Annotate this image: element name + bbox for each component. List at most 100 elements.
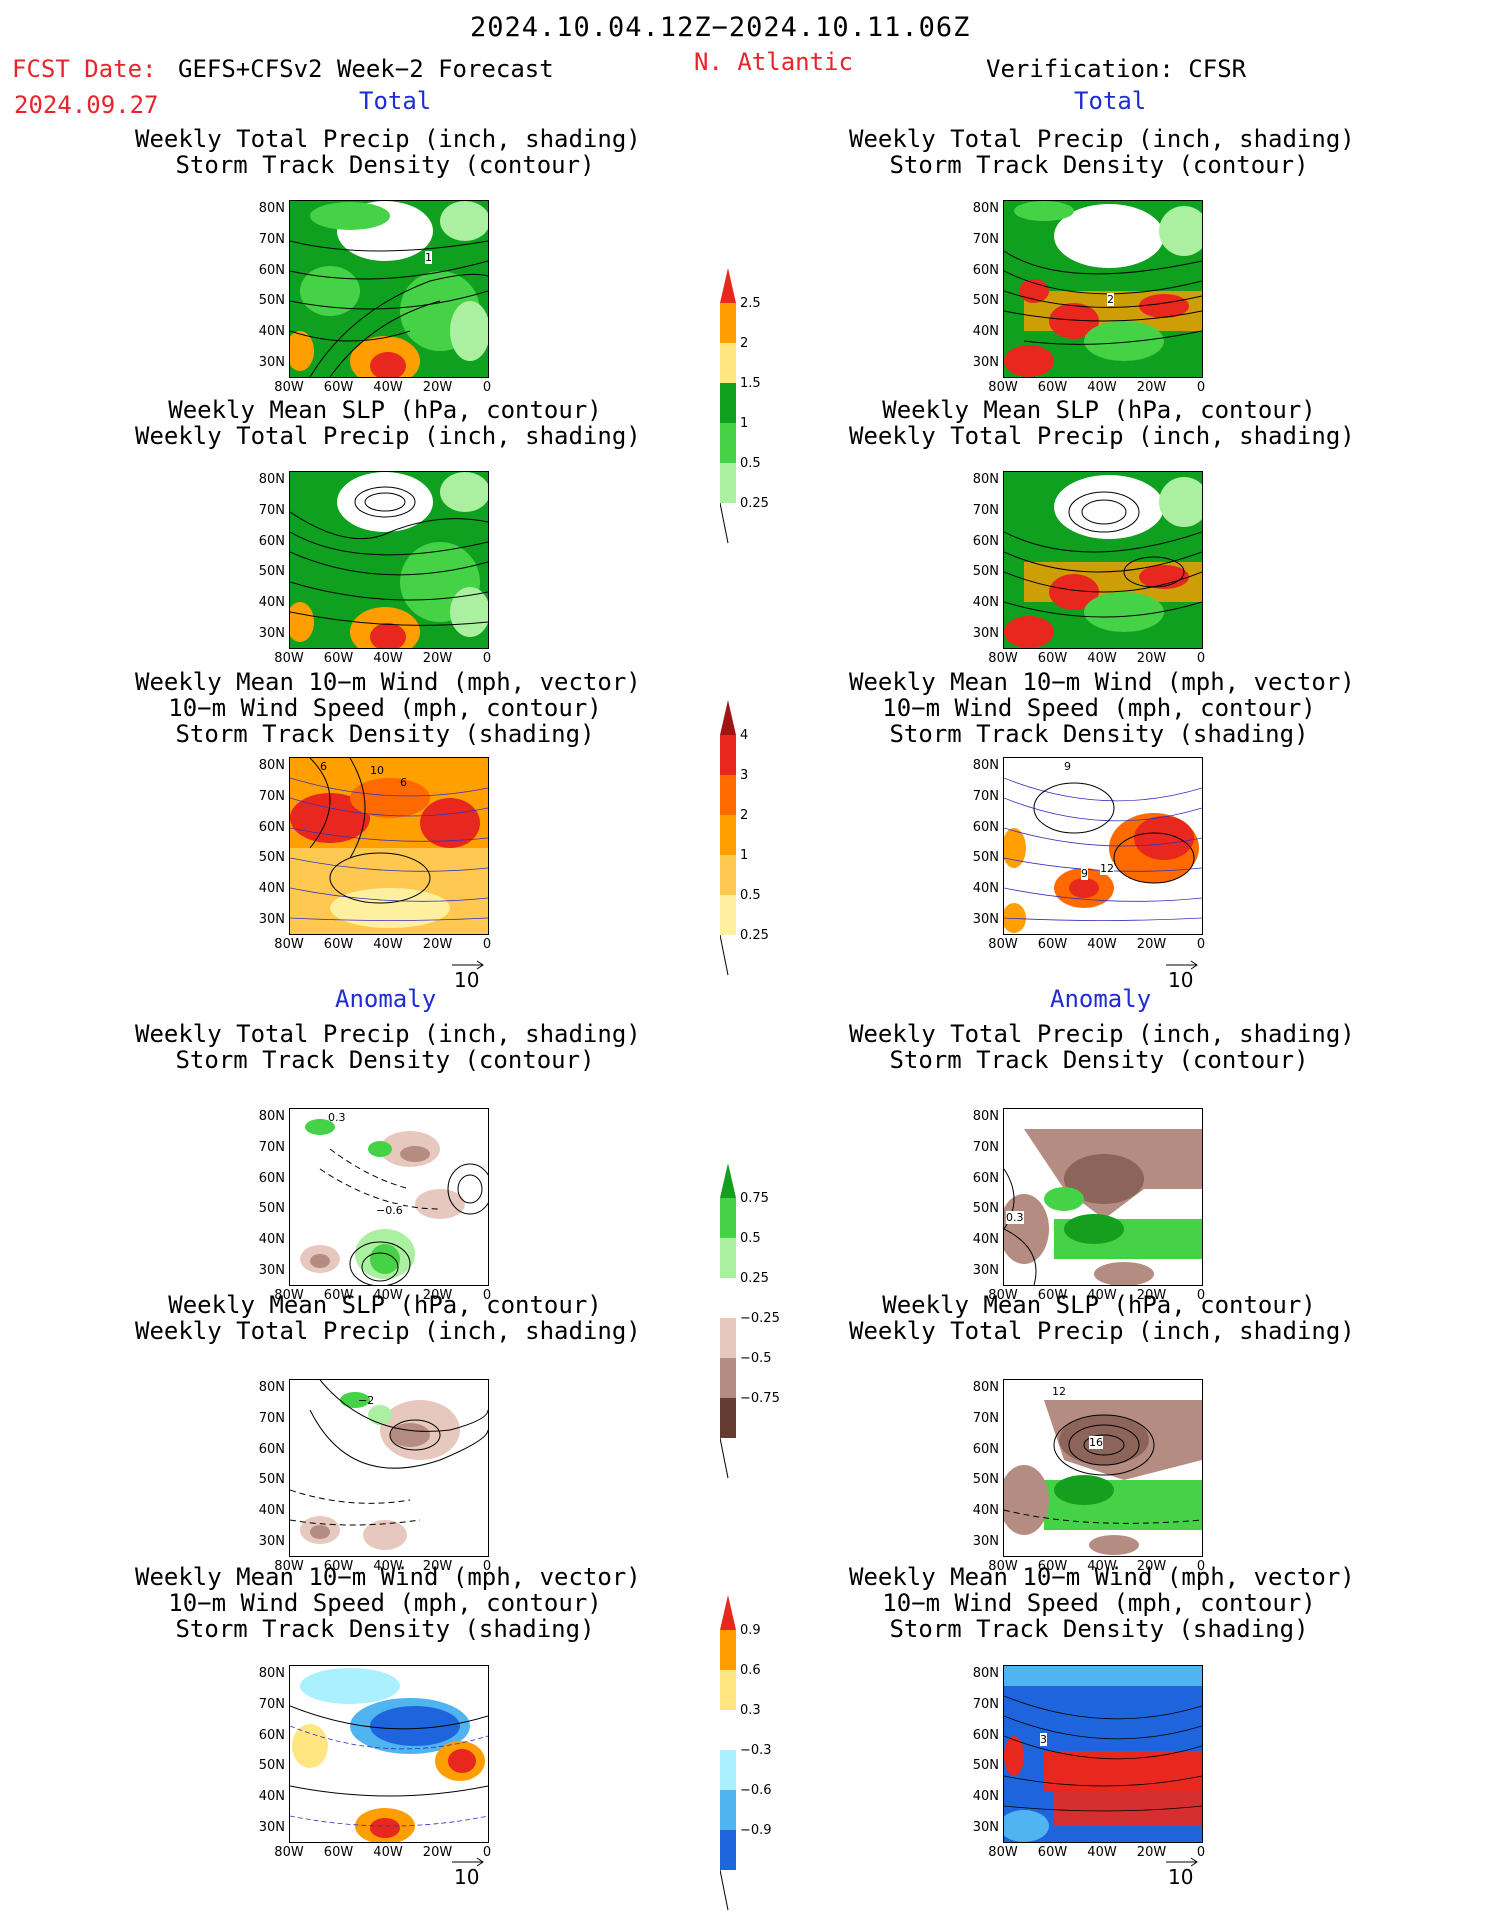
- lat-tick-label: 40N: [972, 1232, 999, 1248]
- map-slp-precip-verification: [1003, 471, 1203, 649]
- lon-tick-label: 80W: [274, 1559, 304, 1574]
- lon-tick-label: 20W: [422, 380, 453, 395]
- colorbar-precip-total: 2.5 2 1.5 1 0.5 0.25: [720, 268, 810, 548]
- lon-tick-label: 60W: [323, 1559, 354, 1574]
- lat-tick-label: 70N: [972, 788, 999, 804]
- lat-tick-label: 60N: [972, 819, 999, 835]
- lat-tick-label: 50N: [972, 850, 999, 866]
- lat-tick-label: 50N: [258, 1472, 285, 1488]
- contour-label: 9: [1064, 760, 1071, 773]
- colorbar-label: 1.5: [740, 376, 761, 391]
- title-line: Weekly Total Precip (inch, shading): [135, 1317, 641, 1345]
- title-line: Weekly Total Precip (inch, shading): [849, 422, 1355, 450]
- colorbar-label: 1: [740, 848, 749, 863]
- lat-tick-label: 30N: [258, 355, 285, 370]
- lon-tick-label: 0: [1196, 1288, 1206, 1303]
- colorbar-segment: [720, 383, 736, 423]
- arrow-right-icon: [1166, 1857, 1198, 1867]
- contour-label: 2: [1107, 293, 1114, 306]
- lat-tick-label: 60N: [972, 1170, 999, 1186]
- lat-tick-label: 60N: [972, 1441, 999, 1457]
- lon-tick-label: 60W: [1037, 1845, 1068, 1860]
- title-line: Storm Track Density (shading): [175, 720, 595, 748]
- contour-label: 0.3: [328, 1111, 346, 1124]
- vector-ref-3R: 10: [1166, 960, 1200, 992]
- lat-tick-label: 70N: [972, 1410, 999, 1426]
- colorbar-segment: [720, 1710, 736, 1750]
- lat-tick-label: 80N: [258, 472, 285, 487]
- lon-tick-label: 60W: [1037, 937, 1068, 952]
- map-slp-precip-forecast: [289, 471, 489, 649]
- lat-tick-label: 30N: [972, 626, 999, 641]
- vector-ref-3L: 10: [452, 960, 486, 992]
- colorbar-label: 0.5: [740, 456, 761, 471]
- title-line: Weekly Total Precip (inch, shading): [849, 1020, 1355, 1048]
- contour-label: 1: [425, 251, 432, 264]
- contour-label: 0.3: [1006, 1211, 1024, 1224]
- colorbar-segment: [720, 855, 736, 895]
- lon-tick-label: 20W: [422, 937, 453, 952]
- lon-tick-label: 0: [1196, 380, 1206, 395]
- arrow-right-icon: [452, 1857, 484, 1867]
- panel-title-2R: Weekly Mean SLP (hPa, contour) Weekly To…: [849, 396, 1355, 450]
- lat-tick-label: 40N: [258, 595, 285, 611]
- title-line: Weekly Mean SLP (hPa, contour): [168, 1291, 602, 1319]
- lon-tick-label: 60W: [323, 937, 354, 952]
- colorbar-graphic: [720, 268, 736, 544]
- panel-title-5L: Weekly Mean SLP (hPa, contour) Weekly To…: [135, 1291, 641, 1345]
- panel-title-1R: Weekly Total Precip (inch, shading) Stor…: [849, 126, 1355, 178]
- title-line: Storm Track Density (contour): [175, 151, 595, 179]
- lat-tick-label: 30N: [258, 626, 285, 641]
- colorbar-end: [720, 1869, 729, 1911]
- contour-label: 12: [1100, 862, 1114, 875]
- lat-tick-label: 60N: [258, 1170, 285, 1186]
- contour-label: 9: [1081, 867, 1088, 880]
- lat-tick-label: 50N: [972, 1201, 999, 1217]
- title-line: Weekly Total Precip (inch, shading): [135, 422, 641, 450]
- colorbar-segment: [720, 343, 736, 383]
- lat-tick-label: 60N: [972, 262, 999, 278]
- colorbar-segment: [720, 1198, 736, 1238]
- lat-tick-label: 30N: [972, 1263, 999, 1278]
- panel-title-6R: Weekly Mean 10−m Wind (mph, vector) 10−m…: [849, 1564, 1355, 1642]
- lon-tick-label: 80W: [988, 651, 1018, 666]
- contour-label: 12: [1052, 1385, 1066, 1398]
- lon-tick-label: 0: [482, 937, 492, 952]
- lon-tick-label: 80W: [988, 937, 1018, 952]
- colorbar-label: −0.75: [740, 1391, 780, 1406]
- map-precip-track-forecast: 1: [289, 200, 489, 378]
- panel-title-5R: Weekly Mean SLP (hPa, contour) Weekly To…: [849, 1292, 1355, 1344]
- lat-tick-label: 60N: [972, 533, 999, 549]
- panel-title-1L: Weekly Total Precip (inch, shading) Stor…: [135, 126, 641, 179]
- lon-tick-label: 40W: [373, 651, 403, 666]
- lat-tick-label: 50N: [258, 1758, 285, 1774]
- lon-tick-label: 60W: [1037, 651, 1068, 666]
- lon-tick-label: 20W: [422, 1559, 453, 1574]
- vector-ref-label: 10: [1168, 968, 1194, 992]
- lat-tick-label: 60N: [258, 1441, 285, 1457]
- colorbar-segment: [720, 1670, 736, 1710]
- section-anomaly-left: Anomaly: [335, 985, 437, 1013]
- colorbar-segment: [720, 1358, 736, 1398]
- lon-tick-label: 40W: [1087, 1845, 1117, 1860]
- lat-tick-label: 80N: [258, 758, 285, 773]
- colorbar-label: 0.5: [740, 888, 761, 903]
- lat-tick-label: 40N: [258, 881, 285, 897]
- lat-tick-label: 60N: [258, 1727, 285, 1743]
- lon-tick-label: 0: [1196, 937, 1206, 952]
- section-total-right: Total: [1074, 87, 1147, 115]
- lat-tick-label: 50N: [258, 293, 285, 309]
- lat-tick-label: 80N: [258, 1109, 285, 1124]
- panel-title-3R: Weekly Mean 10−m Wind (mph, vector) 10−m…: [849, 669, 1355, 747]
- title-line: 10−m Wind Speed (mph, contour): [168, 1589, 602, 1617]
- title-line: Weekly Mean SLP (hPa, contour): [882, 396, 1316, 424]
- colorbar-segment: [720, 463, 736, 503]
- lat-tick-label: 60N: [258, 262, 285, 278]
- lon-tick-label: 0: [482, 651, 492, 666]
- lat-tick-label: 50N: [972, 564, 999, 580]
- panel-title-4L: Weekly Total Precip (inch, shading) Stor…: [135, 1021, 641, 1073]
- title-line: Weekly Mean SLP (hPa, contour): [168, 396, 602, 424]
- lat-tick-label: 40N: [258, 324, 285, 340]
- vector-ref-label: 10: [1168, 1865, 1194, 1889]
- colorbar-label: −0.5: [740, 1351, 772, 1366]
